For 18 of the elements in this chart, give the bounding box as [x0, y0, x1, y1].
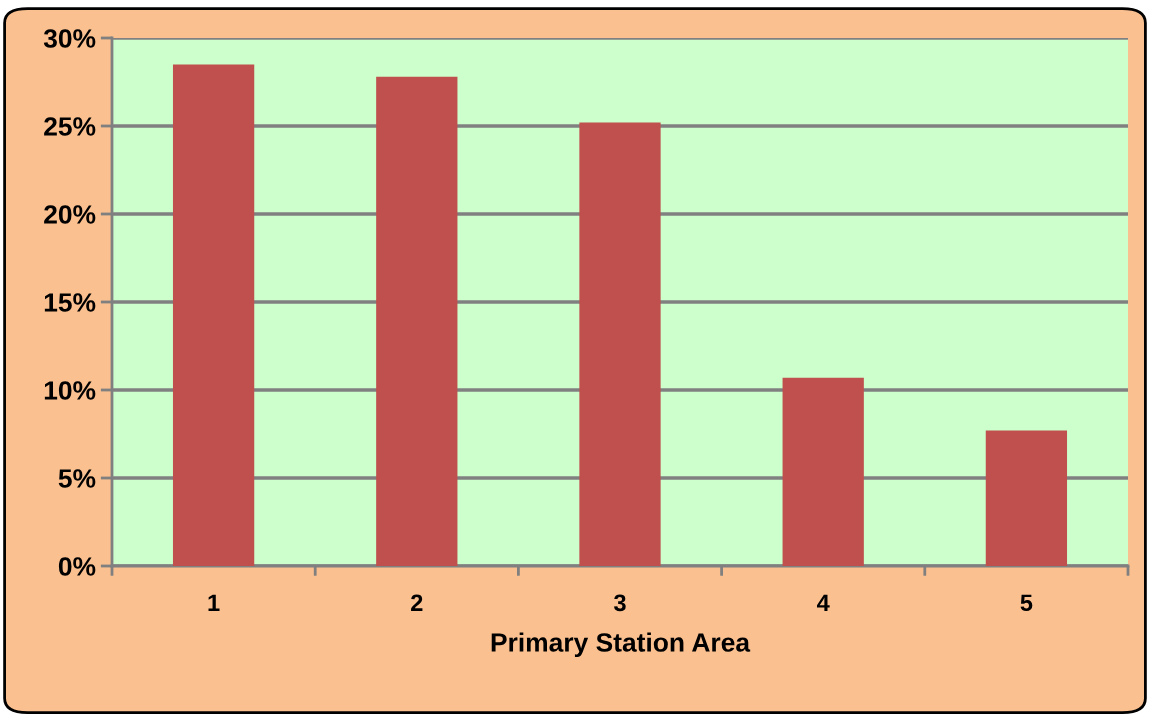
y-tick-label: 15% [44, 293, 96, 312]
y-tick-label: 25% [44, 117, 96, 136]
y-tick-label: 0% [58, 557, 96, 576]
y-tick-label: 30% [43, 29, 96, 48]
x-tick-label: 1 [208, 594, 220, 611]
bar [376, 76, 458, 566]
bar [579, 122, 661, 566]
x-tick-label: 4 [816, 594, 830, 611]
y-tick-label: 20% [44, 205, 96, 224]
y-tick-label: 10% [44, 381, 96, 400]
bar [782, 377, 864, 566]
bar [985, 430, 1068, 566]
bar [172, 64, 255, 566]
x-tick-label: 3 [613, 594, 626, 612]
x-axis-title: Primary Station Area [491, 632, 751, 658]
y-tick-label: 5% [58, 469, 96, 488]
x-tick-label: 2 [411, 594, 423, 611]
x-tick-label: 5 [1020, 594, 1033, 612]
